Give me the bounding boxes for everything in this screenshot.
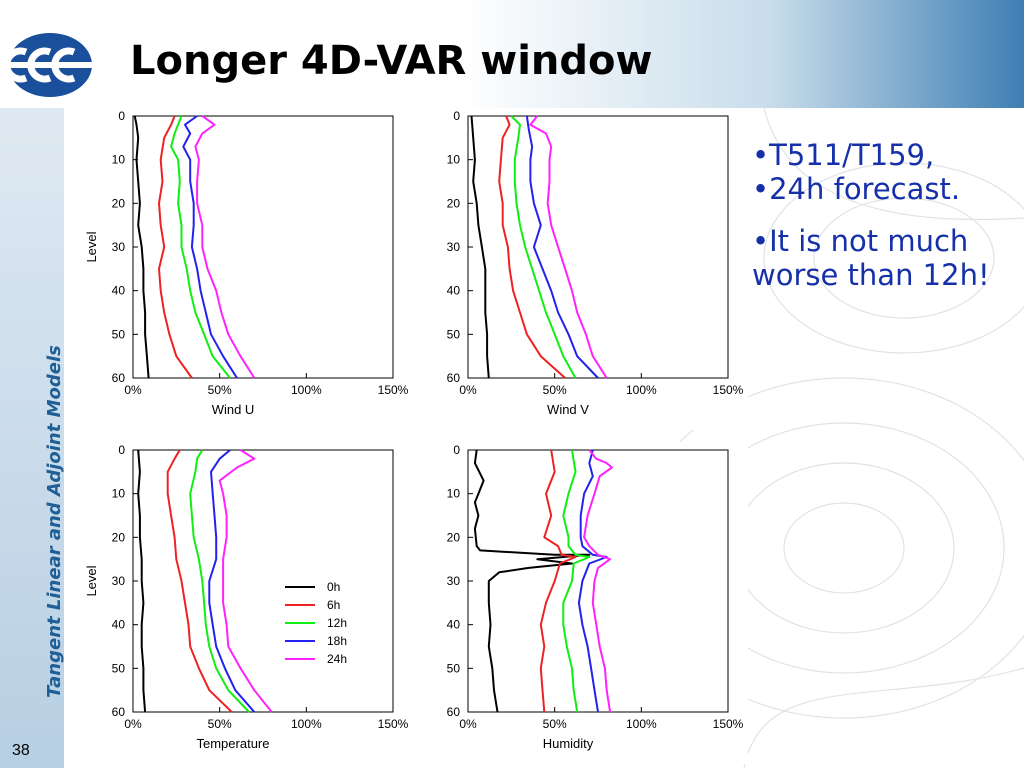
wind-u-chart: 0% 50% 100% 150% 0 10 20 30 40 50 60 Wind U Level (84, 109, 409, 417)
sidebar-band (0, 108, 64, 768)
bullet-conclusion-cont: worse than 12h! (752, 258, 990, 292)
y-tick-label: 20 (447, 196, 461, 210)
series-line-6h (539, 449, 577, 713)
temperature-chart: 0% 50% 100% 150% 0 10 20 30 40 50 60 Temperature Lev… (84, 443, 409, 751)
humidity-chart: 0% 50% 100% 150% 0 10 20 30 40 50 60 Humidity (447, 443, 744, 751)
x-tick-label: 0% (459, 383, 477, 397)
y-tick-label: 60 (447, 705, 461, 719)
y-tick-label: 50 (447, 327, 461, 341)
series-line-0h (470, 115, 490, 379)
x-tick-label: 150% (378, 717, 409, 731)
y-tick-label: 10 (112, 487, 126, 501)
x-tick-label: 100% (291, 383, 322, 397)
y-tick-label: 0 (118, 109, 125, 123)
y-axis-label: Level (84, 565, 99, 596)
series-line-18h (182, 115, 238, 379)
legend-label-6h: 6h (327, 598, 340, 612)
legend-label-24h: 24h (327, 652, 347, 666)
y-tick-label: 0 (118, 443, 125, 457)
x-tick-label: 50% (543, 383, 567, 397)
series-line-6h (498, 115, 566, 379)
x-tick-label: 150% (713, 383, 744, 397)
series-line-12h (510, 115, 577, 379)
legend-label-0h: 0h (327, 580, 340, 594)
y-tick-label: 10 (447, 153, 461, 167)
plot-frame (132, 449, 394, 713)
x-axis-label: Humidity (543, 736, 594, 751)
legend-label-18h: 18h (327, 634, 347, 648)
slide-title: Longer 4D-VAR window (130, 38, 653, 84)
y-tick-label: 30 (112, 240, 126, 254)
legend-label-12h: 12h (327, 616, 347, 630)
series-line-18h (208, 449, 256, 713)
y-tick-label: 20 (447, 530, 461, 544)
series-line-24h (218, 449, 273, 713)
y-tick-label: 30 (447, 240, 461, 254)
series-line-12h (562, 449, 591, 713)
bullet-list: •T511/T159, •24h forecast. •It is not mu… (752, 138, 1014, 292)
y-tick-label: 50 (112, 661, 126, 675)
plot-frame (467, 115, 729, 379)
y-tick-label: 20 (112, 530, 126, 544)
plot-frame (132, 115, 394, 379)
x-tick-label: 100% (626, 383, 657, 397)
y-tick-label: 10 (447, 487, 461, 501)
x-axis-label: Wind U (212, 402, 255, 417)
x-tick-label: 0% (124, 717, 142, 731)
bullet-forecast: •24h forecast. (752, 172, 961, 206)
series-line-12h (170, 115, 231, 379)
ecmwf-logo-icon (6, 33, 92, 97)
y-tick-label: 60 (112, 705, 126, 719)
series-line-12h (189, 449, 250, 713)
series-line-24h (194, 115, 256, 379)
x-tick-label: 0% (124, 383, 142, 397)
y-tick-label: 30 (112, 574, 126, 588)
y-tick-label: 50 (447, 661, 461, 675)
x-tick-label: 50% (543, 717, 567, 731)
series-line-0h (473, 449, 591, 713)
y-tick-label: 60 (112, 371, 126, 385)
x-tick-label: 50% (208, 717, 232, 731)
series-line-24h (583, 449, 613, 713)
x-tick-label: 150% (713, 717, 744, 731)
series-line-0h (137, 449, 147, 713)
y-axis-label: Level (84, 231, 99, 262)
page-number: 38 (12, 742, 30, 759)
y-tick-label: 40 (447, 618, 461, 632)
y-tick-label: 40 (112, 284, 126, 298)
y-tick-label: 0 (453, 443, 460, 457)
x-tick-label: 0% (459, 717, 477, 731)
y-tick-label: 40 (112, 618, 126, 632)
plot-frame (467, 449, 729, 713)
y-tick-label: 0 (453, 109, 460, 123)
x-axis-label: Wind V (547, 402, 589, 417)
x-tick-label: 50% (208, 383, 232, 397)
bullet-resolution: •T511/T159, (752, 138, 935, 172)
series-line-24h (529, 115, 608, 379)
series-line-6h (158, 115, 193, 379)
x-axis-label: Temperature (197, 736, 270, 751)
wind-v-chart: 0% 50% 100% 150% 0 10 20 30 40 50 60 Wind V (447, 109, 744, 417)
x-tick-label: 100% (626, 717, 657, 731)
y-tick-label: 30 (447, 574, 461, 588)
series-line-18h (525, 115, 599, 379)
header-bar: Longer 4D-VAR window (0, 0, 1024, 108)
y-tick-label: 20 (112, 196, 126, 210)
y-tick-label: 60 (447, 371, 461, 385)
series-line-6h (166, 449, 233, 713)
y-tick-label: 10 (112, 153, 126, 167)
bullet-conclusion: •It is not much (752, 224, 969, 258)
side-label: Tangent Linear and Adjoint Models (44, 345, 65, 698)
series-line-0h (133, 115, 150, 379)
y-tick-label: 50 (112, 327, 126, 341)
y-tick-label: 40 (447, 284, 461, 298)
x-tick-label: 150% (378, 383, 409, 397)
x-tick-label: 100% (291, 717, 322, 731)
